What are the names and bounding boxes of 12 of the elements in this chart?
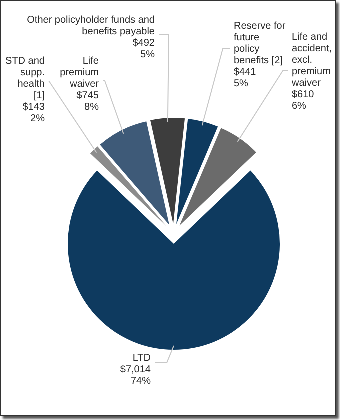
- slice-label: STD and supp. health [1]: [6, 56, 46, 102]
- data-label: $441 5%: [234, 67, 257, 90]
- data-label: $745 8%: [76, 90, 100, 113]
- slice-label: Life premium waiver: [60, 56, 100, 90]
- data-label: $610 6%: [292, 90, 315, 112]
- slice-label: Other policyholder funds and benefits payable: [27, 15, 156, 38]
- slice-label: LTD: [132, 353, 151, 364]
- slice-label: Reserve for future policy benefits [2]: [234, 21, 286, 66]
- slice-label: Life and accident, excl. premium waiver: [291, 32, 332, 89]
- data-label: $143 2%: [22, 102, 46, 124]
- data-label: $492 5%: [132, 38, 156, 60]
- data-label: $7,014 74%: [120, 364, 152, 387]
